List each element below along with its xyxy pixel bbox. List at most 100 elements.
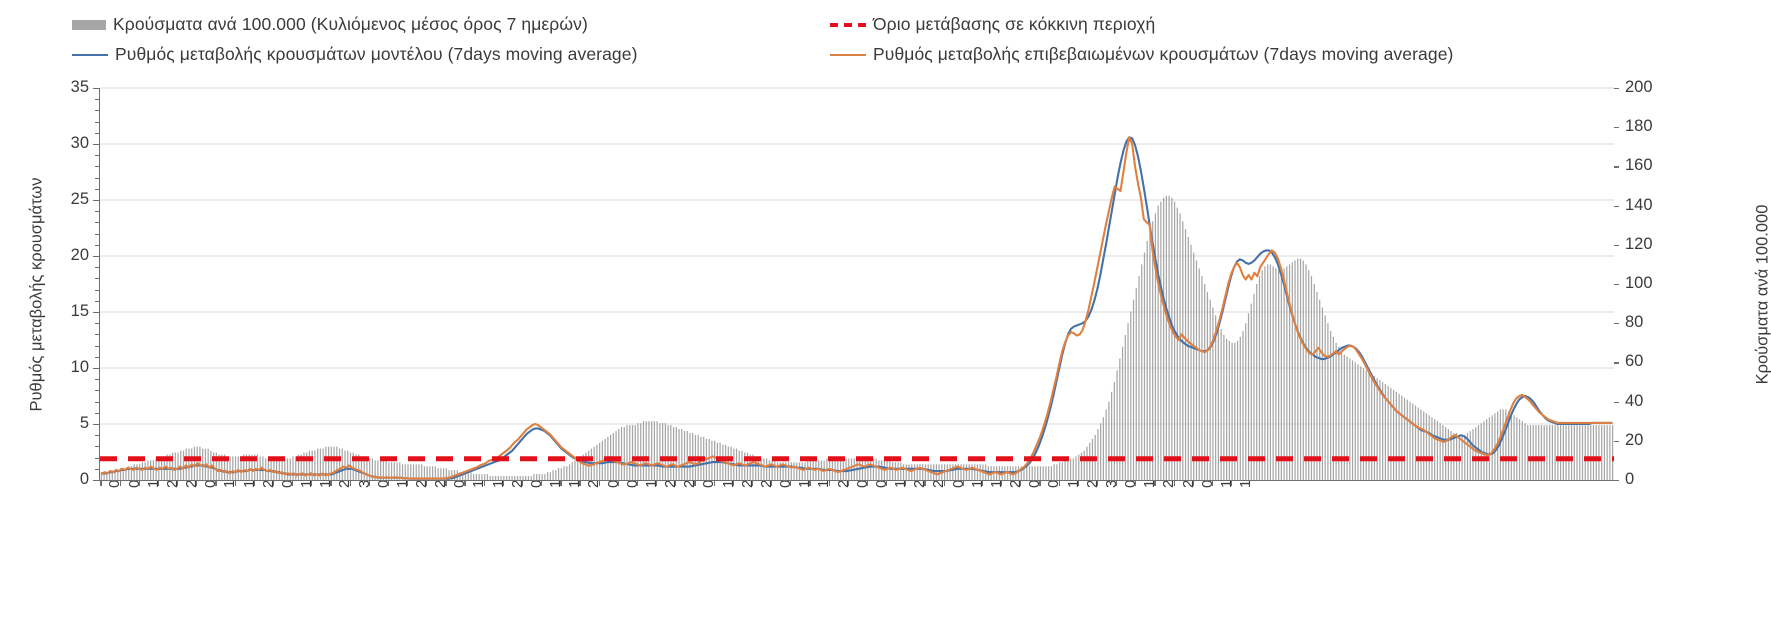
legend-item-confirmed-rate[interactable]: Ρυθμός μεταβολής επιβεβαιωμένων κρουσμάτ… (830, 44, 1453, 65)
x-tick-mark (1058, 480, 1060, 486)
y-tick-mark (93, 144, 99, 146)
x-tick-mark (1077, 480, 1079, 486)
x-tick-mark (483, 480, 485, 486)
x-tick-mark (253, 480, 255, 486)
x-tick-mark (847, 480, 849, 486)
x-tick-mark (1039, 480, 1041, 486)
grid-lines (100, 87, 1614, 425)
legend-item-cases-bars[interactable]: Κρούσματα ανά 100.000 (Κυλιόμενος μέσος … (72, 14, 588, 35)
x-tick-mark (771, 480, 773, 486)
y2-tick-label: 160 (1625, 156, 1653, 175)
y-minor-tick-mark (95, 356, 99, 358)
y-tick-mark (93, 312, 99, 314)
y-minor-tick-mark (95, 401, 99, 403)
legend-item-threshold[interactable]: Όριο μετάβασης σε κόκκινη περιοχή (830, 14, 1155, 35)
y2-tick-label: 20 (1625, 430, 1644, 449)
y-tick-label: 10 (70, 358, 89, 376)
x-tick-mark (598, 480, 600, 486)
y-tick-label: 5 (79, 414, 89, 432)
y2-tick-mark (1613, 480, 1619, 482)
x-tick-mark (675, 480, 677, 486)
x-tick-mark (1096, 480, 1099, 486)
y2-tick-label: 180 (1625, 117, 1653, 136)
y2-tick-mark (1613, 244, 1619, 247)
x-tick-mark (790, 480, 792, 486)
x-tick-mark (387, 480, 390, 486)
y-tick-label: 25 (70, 190, 89, 208)
x-tick-mark (560, 480, 562, 486)
x-tick-mark (751, 480, 754, 486)
y-tick-mark (93, 480, 99, 482)
y-minor-tick-mark (95, 412, 99, 414)
line-swatch-icon (72, 53, 108, 56)
chart-legend: Κρούσματα ανά 100.000 (Κυλιόμενος μέσος … (0, 6, 1771, 66)
x-tick-mark (119, 480, 121, 486)
x-tick-mark (272, 480, 275, 486)
y2-tick-label: 80 (1625, 313, 1644, 332)
x-tick-mark (1211, 480, 1214, 486)
y-minor-tick-mark (95, 468, 99, 470)
x-tick-mark (924, 480, 926, 486)
y2-tick-label: 100 (1625, 274, 1653, 292)
plot-area (99, 87, 1614, 481)
y2-tick-mark (1613, 166, 1619, 168)
x-tick-mark (368, 480, 370, 486)
y-minor-tick-mark (95, 222, 99, 224)
y2-tick-label: 200 (1625, 78, 1653, 96)
x-tick-mark (617, 480, 619, 486)
x-tick-mark (157, 480, 160, 486)
y-minor-tick-mark (95, 457, 99, 459)
y-minor-tick-mark (95, 211, 99, 213)
y-tick-mark (93, 200, 99, 202)
y2-tick-label: 40 (1625, 391, 1644, 410)
x-tick-mark (828, 480, 830, 486)
x-tick-mark (177, 480, 179, 486)
x-tick-mark (464, 480, 466, 486)
y-minor-tick-mark (95, 244, 99, 246)
y2-tick-mark (1613, 401, 1619, 403)
y-tick-label: 35 (70, 78, 89, 96)
y2-tick-mark (1613, 205, 1619, 207)
x-tick-mark (1001, 480, 1003, 486)
x-tick-mark (981, 480, 984, 486)
y-minor-tick-mark (95, 110, 99, 112)
y-minor-tick-mark (95, 379, 99, 381)
x-tick-mark (138, 480, 140, 486)
x-tick-mark (943, 480, 945, 486)
x-tick-mark (1173, 480, 1175, 486)
x-tick-mark (1231, 480, 1233, 486)
x-tick-mark (426, 480, 428, 486)
y-minor-tick-mark (95, 132, 99, 134)
x-tick-mark (311, 480, 313, 486)
x-tick-mark (732, 480, 734, 486)
x-tick-mark (1192, 480, 1194, 486)
x-tick-mark (407, 480, 409, 486)
y-tick-label: 0 (79, 470, 89, 488)
legend-item-model-rate[interactable]: Ρυθμός μεταβολής κρουσμάτων μοντέλου (7d… (72, 44, 638, 65)
x-tick-mark (292, 480, 294, 486)
x-tick-mark (694, 480, 696, 486)
y-minor-tick-mark (95, 233, 99, 235)
y-minor-tick-mark (95, 155, 99, 157)
y-minor-tick-mark (95, 121, 99, 123)
x-tick-mark (445, 480, 447, 486)
y-minor-tick-mark (95, 278, 99, 280)
y-minor-tick-mark (95, 289, 99, 291)
x-tick-mark (579, 480, 581, 486)
x-tick-mark (100, 480, 102, 486)
y-minor-tick-mark (95, 345, 99, 347)
y2-tick-mark (1613, 440, 1619, 443)
y-tick-label: 30 (70, 134, 89, 152)
x-tick-mark (1020, 480, 1022, 486)
y2-tick-mark (1613, 284, 1619, 286)
y-minor-tick-mark (95, 390, 99, 392)
y2-tick-label: 0 (1625, 470, 1635, 488)
x-tick-mark (1154, 480, 1156, 486)
dashed-line-swatch-icon (830, 22, 866, 27)
y-tick-mark (93, 256, 99, 258)
x-tick-mark (541, 480, 543, 486)
legend-label-cases-bars: Κρούσματα ανά 100.000 (Κυλιόμενος μέσος … (113, 14, 588, 34)
x-tick-mark (349, 480, 351, 486)
y-minor-tick-mark (95, 446, 99, 448)
